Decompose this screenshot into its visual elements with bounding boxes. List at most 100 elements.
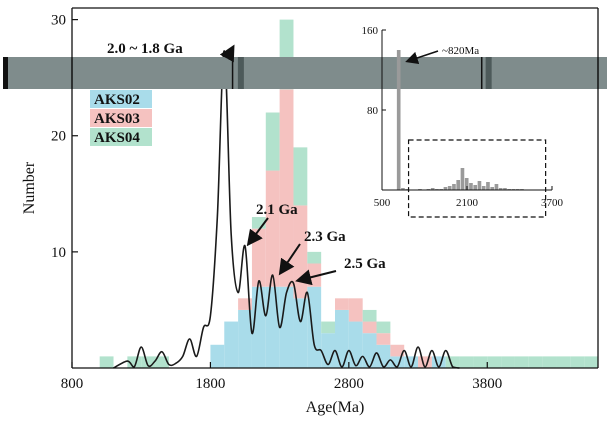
annotation-arrow-2: [278, 243, 301, 276]
inset-bar-860: [401, 188, 405, 190]
bar-aks02-2000: [238, 309, 252, 368]
y-tick-label-10: 10: [51, 245, 66, 261]
bar-aks04-4400: [570, 356, 585, 368]
inset-annotation-label: ~820Ma: [442, 45, 479, 57]
bar-aks03-2800: [348, 298, 363, 322]
inset-y-tick-label-80: 80: [367, 105, 379, 117]
inset-bar-2060: [464, 178, 469, 190]
banner-left-end: [3, 57, 8, 89]
bar-aks02-3100: [390, 356, 405, 368]
inset-bar-2620: [494, 184, 499, 190]
bar-aks02-2400: [293, 298, 308, 368]
inset-highlight-box: [407, 139, 547, 218]
bar-aks03-3100: [390, 344, 405, 357]
inset-bar-2460: [486, 182, 490, 190]
y-tick-label-20: 20: [51, 129, 66, 145]
legend-label-aks02: AKS02: [94, 92, 140, 108]
annotation-arrow-0: [219, 44, 235, 63]
bar-aks02-2900: [362, 333, 377, 368]
inset-bar-1740: [447, 186, 452, 190]
annotation-label-2: 2.3 Ga: [304, 229, 346, 245]
inset-bar-1820: [452, 184, 456, 190]
inset-bar-2220: [473, 185, 478, 190]
bar-aks02-2800: [348, 321, 363, 368]
bar-aks02-3200: [404, 356, 419, 368]
annotation-arrow-3: [295, 269, 337, 286]
bar-aks04-4100: [528, 356, 543, 368]
bar-aks02-3400: [431, 356, 446, 368]
peak-annotations: 2.0 ~ 1.8 Ga 2.1 Ga 2.3 Ga 2.5 Ga: [107, 41, 386, 286]
bar-aks03-2000: [238, 298, 252, 310]
legend-swatch-aks04: [90, 128, 152, 146]
inset-bar-780: [396, 50, 401, 190]
bar-aks03-2700: [335, 298, 349, 310]
inset-annotation-arrow: [405, 50, 439, 65]
bar-aks04-1200: [127, 356, 142, 368]
y-tick-label-30: 30: [51, 13, 66, 29]
legend-swatch-aks02: [90, 90, 152, 108]
banner-band: [3, 57, 607, 89]
main-axis-ticks: 800 1800 2800 3800 10 20 30: [51, 13, 502, 392]
inset-x-tick-label-500: 500: [374, 197, 391, 209]
bar-aks04-2500: [307, 251, 322, 264]
bar-aks04-4200: [542, 356, 557, 368]
bar-aks02-1900: [224, 321, 239, 368]
bar-aks02-3000: [376, 344, 391, 368]
annotation-arrow-1: [246, 217, 269, 247]
x-tick-label-800: 800: [61, 376, 84, 392]
x-tick-label-2800: 2800: [334, 376, 364, 392]
bar-aks04-4300: [556, 356, 571, 368]
x-axis-title: Age(Ma): [306, 399, 365, 416]
inset-bar-2380: [481, 186, 486, 190]
density-curve-line: [113, 50, 460, 369]
inset-bar-2140: [469, 183, 473, 190]
bar-aks02-2300: [279, 286, 294, 368]
bar-aks04-3000: [376, 321, 391, 334]
inset-histogram: 500 2100 3700 80 160 ~820Ma: [362, 25, 564, 218]
probability-density-curve: [113, 50, 460, 369]
bar-aks03-2200: [265, 170, 280, 287]
bar-aks02-2600: [321, 333, 335, 368]
inset-bar-2700: [498, 188, 503, 190]
bar-aks04-3900: [501, 356, 515, 368]
bar-aks02-2700: [335, 309, 349, 368]
inset-bar-2540: [490, 187, 495, 190]
bar-aks02-1800: [210, 344, 225, 368]
banner-mark-2020: [237, 57, 244, 89]
bar-aks03-2300: [279, 89, 294, 287]
bar-aks04-1400: [155, 356, 169, 368]
inset-bar-2300: [477, 181, 482, 190]
bar-aks02-2500: [307, 286, 322, 368]
age-banner-strip: [3, 57, 607, 89]
inset-bar-1900: [456, 180, 461, 190]
inset-bar-1980: [460, 168, 465, 190]
x-tick-label-3800: 3800: [472, 376, 502, 392]
bar-aks04-3500: [445, 356, 460, 368]
bar-aks04-2100: [251, 217, 266, 229]
legend-label-aks03: AKS03: [94, 111, 140, 127]
bar-aks04-1000: [99, 356, 114, 368]
bar-aks04-4000: [514, 356, 529, 368]
legend: AKS02 AKS03 AKS04: [90, 90, 152, 146]
bar-aks04-3700: [473, 356, 488, 368]
legend-swatch-aks03: [90, 109, 152, 127]
inset-bar-1660: [443, 187, 448, 190]
annotation-label-0: 2.0 ~ 1.8 Ga: [107, 41, 183, 57]
inset-x-tick-label-2100: 2100: [456, 197, 479, 209]
bar-aks04-3600: [459, 356, 474, 368]
bar-aks03-2900: [362, 321, 377, 334]
annotation-label-1: 2.1 Ga: [256, 202, 298, 218]
bar-aks04-2600: [321, 321, 335, 334]
x-tick-label-1800: 1800: [195, 376, 225, 392]
y-axis-title: Number: [21, 161, 38, 214]
inset-bar-2780: [503, 188, 507, 190]
bar-aks04-2400: [293, 147, 308, 206]
bar-aks03-3000: [376, 333, 391, 345]
bar-aks04-3800: [487, 356, 502, 368]
bar-aks04-4500: [584, 356, 598, 368]
bar-aks04-1300: [141, 356, 156, 368]
bar-aks04-2900: [362, 309, 377, 322]
inset-bar-1420: [430, 188, 435, 190]
legend-label-aks04: AKS04: [94, 130, 140, 146]
